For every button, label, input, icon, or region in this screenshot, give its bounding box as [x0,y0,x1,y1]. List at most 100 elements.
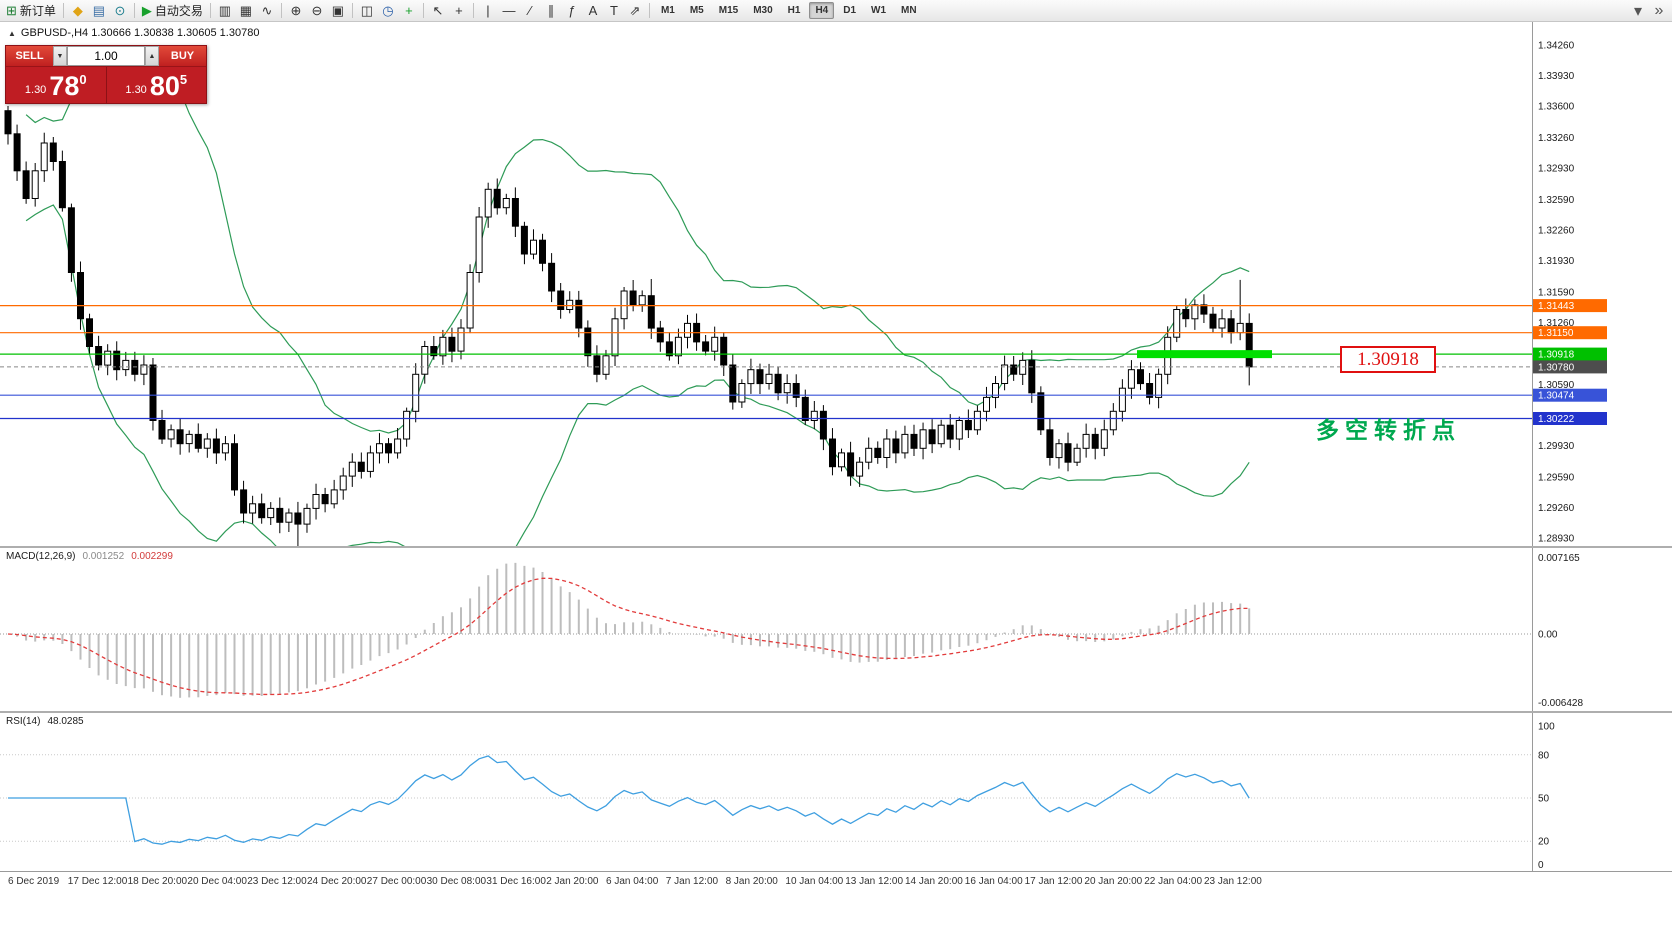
arrow-tool-button[interactable]: ⇗ [625,2,645,20]
rsi-axis[interactable]: 100 80 50 20 0 [1532,713,1556,871]
volume-decrease-button[interactable]: ▼ [53,46,67,66]
print-button[interactable]: ▤ [89,2,109,20]
timeframe-h4-button[interactable]: H4 [809,2,835,19]
new-order-button-label: 新订单 [19,4,56,18]
main-chart-canvas[interactable]: 1.34260 1.33930 1.33600 1.33260 1.32930 1.325… [0,22,1672,546]
panel-splitter-1[interactable] [0,546,1672,548]
rsi-indicator-label: RSI(14) 48.0285 [6,716,84,727]
time-label: 23 Jan 12:00 [1204,876,1262,887]
candlestick-chart-button[interactable]: ▦ [236,2,256,20]
price-tag-text: 1.30222 [1538,414,1575,425]
sell-price-display[interactable]: 1.30 78 0 [6,67,107,103]
channel-icon: ∥ [547,3,555,18]
fibonacci-button[interactable]: ƒ [562,2,582,20]
toolbar-separator [422,3,424,18]
toolbar-overflow-button[interactable]: » [1654,1,1664,19]
toolbar-separator [133,3,135,18]
arrange-windows-icon: ◫ [360,3,374,18]
time-axis[interactable]: 6 Dec 2019 17 Dec 12:00 18 Dec 20:00 20 Dec… [0,871,1672,890]
channel-button[interactable]: ∥ [541,2,561,20]
price-tag-1.30474 [1533,388,1607,402]
price-tag-1.30918 [1533,347,1607,361]
buy-price-head: 1.30 [125,84,147,96]
cursor-button[interactable]: ↖ [428,2,448,20]
bollinger-lower-band [25,204,1250,546]
chart-header: ▲ GBPUSD-,H4 1.30666 1.30838 1.30605 1.3… [8,27,259,39]
new-order-button[interactable]: ⊞ 新订单 [3,2,59,20]
macd-panel-canvas[interactable]: 0.007165 0.00 -0.006428 [0,548,1672,711]
panel-splitter-2[interactable] [0,711,1672,713]
autotrading-button-label: 自动交易 [154,4,203,18]
timeframe-m1-button[interactable]: M1 [660,5,675,16]
time-label: 20 Dec 04:00 [187,876,247,887]
macd-axis[interactable]: 0.007165 0.00 -0.006428 [1532,548,1584,711]
timeframe-m15-button[interactable]: M15 [718,5,739,16]
price-tag-text: 1.30918 [1538,350,1575,361]
macd-signal-line [7,577,1250,696]
buy-price-display[interactable]: 1.30 80 5 [107,67,207,103]
timeframe-m5-button[interactable]: M5 [689,5,704,16]
indicators-icon: + [405,3,413,18]
trendline-icon: ∕ [528,3,532,18]
timeframe-w1-button[interactable]: W1 [871,5,887,16]
rsi-axis-tick: 50 [1538,794,1550,805]
sell-button[interactable]: SELL [6,46,53,66]
macd-histogram [16,562,1251,698]
price-callout-label[interactable]: 1.30918 [1340,346,1436,373]
time-label: 23 Dec 12:00 [247,876,307,887]
toolbar-separator [209,3,211,18]
volume-increase-button[interactable]: ▲ [145,46,159,66]
price-axis[interactable]: 1.34260 1.33930 1.33600 1.33260 1.32930 1.325… [1532,22,1608,546]
price-tick: 1.31930 [1538,256,1575,267]
webterminal-button[interactable]: ⊙ [110,2,130,20]
price-tick: 1.33260 [1538,133,1575,144]
line-chart-icon: ∿ [261,3,273,18]
period-button[interactable]: ◷ [378,2,398,20]
price-tick: 1.29260 [1538,503,1575,514]
timeframe-mn-button[interactable]: MN [901,5,917,16]
toolbar: ⊞ 新订单 ◆ ▤ ⊙ ▶ 自动交易 ▥ ▦ ∿ ⊕ ⊖ ▣ ◫ ◷ + ↖ + | — ∕ ∥ ƒ A T ⇗ M1 M5 M15 M3… [0,0,1672,22]
turning-point-annotation[interactable]: 多空转折点 [1316,417,1461,443]
horizontal-line-button[interactable]: — [499,2,519,20]
horizontal-line-icon: — [502,3,516,18]
volume-input[interactable] [67,46,145,66]
autotrading-icon: ▶ [141,3,152,18]
price-tick: 1.32590 [1538,195,1575,206]
buy-price-big: 80 [149,71,180,102]
rsi-panel-canvas[interactable]: 100 80 50 20 0 [0,713,1672,871]
zoom-out-button[interactable]: ⊖ [307,2,327,20]
bar-chart-button[interactable]: ▥ [215,2,235,20]
arrange-windows-button[interactable]: ◫ [357,2,377,20]
toolbar-separator [648,3,650,18]
toolbar-separator [472,3,474,18]
buy-button[interactable]: BUY [159,46,206,66]
rsi-name: RSI(14) [6,716,41,727]
rsi-axis-tick: 80 [1538,750,1550,761]
time-label: 27 Dec 00:00 [366,876,427,887]
toolbar-options-button[interactable]: ▾ [1633,2,1643,20]
timeframe-h1-button[interactable]: H1 [787,5,801,16]
marketwatch-button[interactable]: ◆ [68,2,88,20]
timeframe-d1-button[interactable]: D1 [843,5,857,16]
time-label: 30 Dec 08:00 [426,876,487,887]
tile-windows-button[interactable]: ▣ [328,2,348,20]
rsi-value: 48.0285 [47,716,84,727]
indicators-button[interactable]: + [399,2,419,20]
one-click-top-row: SELL ▼ ▲ BUY [6,46,206,66]
text-button[interactable]: A [583,2,603,20]
trendline-button[interactable]: ∕ [520,2,540,20]
zoom-in-button[interactable]: ⊕ [286,2,306,20]
vertical-line-button[interactable]: | [478,2,498,20]
macd-axis-tick: 0.007165 [1538,553,1580,564]
label-button[interactable]: T [604,2,624,20]
crosshair-icon: + [455,3,463,18]
price-tick: 1.28930 [1538,534,1575,545]
time-label: 10 Jan 04:00 [785,876,844,887]
zoom-out-icon: ⊖ [311,3,323,18]
timeframe-m30-button[interactable]: M30 [753,5,773,16]
line-chart-button[interactable]: ∿ [257,2,277,20]
crosshair-button[interactable]: + [449,2,469,20]
time-label: 6 Dec 2019 [8,876,60,887]
bollinger-upper-band [25,64,1250,434]
autotrading-button[interactable]: ▶ 自动交易 [139,2,206,20]
